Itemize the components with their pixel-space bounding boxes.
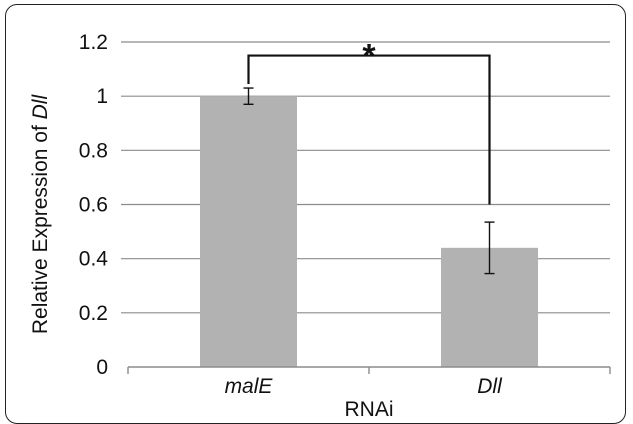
x-axis-title: RNAi: [344, 398, 393, 419]
significance-bracket: *: [247, 38, 491, 205]
x-category-Dll: Dll: [477, 375, 503, 398]
y-tick-0: 0: [96, 356, 108, 379]
bars: [200, 96, 538, 368]
y-axis-title-prefix: Relative Expression of: [29, 119, 52, 334]
y-tick-1: 1: [96, 85, 108, 108]
x-category-labels: malE Dll: [225, 375, 504, 398]
y-tick-0.4: 0.4: [79, 248, 109, 271]
y-tick-1.2: 1.2: [79, 31, 108, 54]
x-category-malE: malE: [225, 375, 274, 398]
error-bar-malE: [243, 87, 254, 105]
error-bar-Dll: [484, 221, 495, 275]
y-axis-title-gene: Dll: [29, 94, 52, 120]
y-tick-labels: 0 0.2 0.4 0.6 0.8 1 1.2: [79, 31, 109, 379]
y-tick-0.2: 0.2: [79, 302, 108, 325]
significance-bracket-line: [247, 54, 491, 205]
significance-star: *: [362, 38, 376, 76]
y-axis-title: Relative Expression of Dll: [29, 94, 52, 335]
y-tick-0.6: 0.6: [79, 194, 108, 217]
error-bars: [243, 87, 495, 275]
bar-malE: [200, 96, 297, 368]
y-tick-0.8: 0.8: [79, 139, 108, 162]
